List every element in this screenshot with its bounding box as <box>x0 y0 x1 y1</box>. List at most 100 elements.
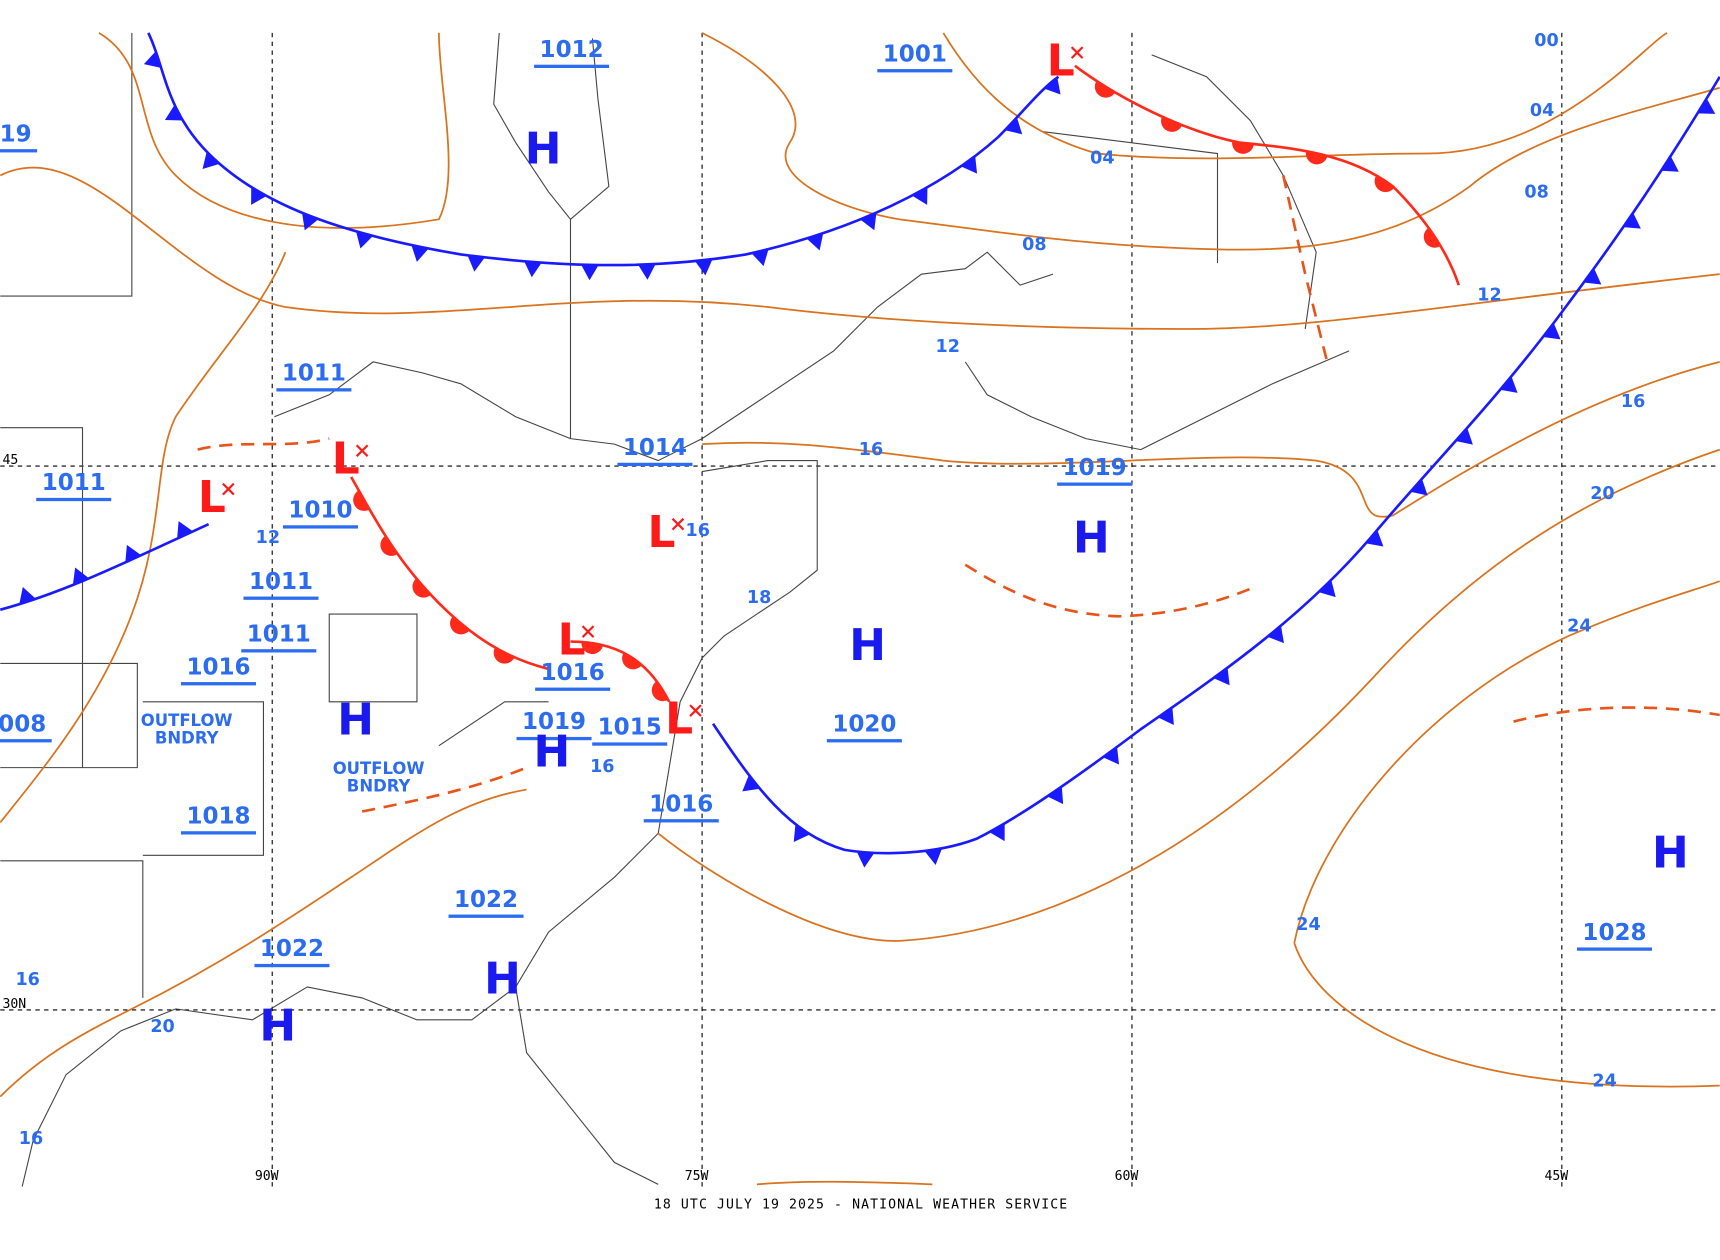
pressure-underline <box>241 649 317 653</box>
high-center: H <box>259 1001 296 1052</box>
front-triangle <box>1267 625 1284 644</box>
isobar-label: 24 <box>1592 1072 1616 1092</box>
pressure-underline <box>617 462 693 467</box>
front-triangle <box>125 544 142 563</box>
isobar-label: 12 <box>256 528 280 548</box>
pressure-value: 008 <box>0 711 46 737</box>
isobar-label: 18 <box>747 588 771 608</box>
low-center: L <box>198 472 226 523</box>
longitude-label: 45W <box>1544 1169 1568 1184</box>
front-semicircle <box>493 647 515 664</box>
lows: L L L L L L <box>198 36 1075 745</box>
pressure-underline <box>1057 482 1133 486</box>
pressure-value: 1019 <box>522 709 586 735</box>
pressure-value: 1018 <box>186 804 250 830</box>
isobar-label: 16 <box>19 1129 43 1149</box>
front-semicircle <box>450 616 470 635</box>
front-semicircle <box>1161 116 1183 132</box>
front-triangle <box>1043 77 1061 95</box>
pressure-underline <box>0 149 38 153</box>
pressure-underline <box>254 963 330 968</box>
high-center: H <box>484 954 521 1005</box>
pressure-underline <box>534 64 610 68</box>
front-triangle <box>856 851 875 868</box>
cold-front-barbs <box>143 51 1061 281</box>
front-triangle <box>1500 376 1518 393</box>
front-semicircle <box>1374 175 1395 193</box>
pressure-value: 1016 <box>186 654 250 680</box>
front-semicircle <box>651 680 669 702</box>
low-center: L <box>332 434 360 485</box>
front-triangle <box>411 245 429 262</box>
pressure-underline <box>243 596 319 600</box>
pressure-value: 1022 <box>260 936 324 962</box>
pressure-value: 1010 <box>288 498 352 524</box>
warm-front-bumps <box>581 641 669 702</box>
high-center: H <box>533 727 570 778</box>
boundary-label: BNDRY <box>347 777 412 796</box>
isobar-label: 04 <box>1090 148 1114 168</box>
front-triangle <box>924 848 942 865</box>
pressure-value: 1011 <box>42 470 106 496</box>
front-triangle <box>19 586 36 605</box>
front-triangle <box>72 567 90 586</box>
pressure-value: 1012 <box>540 37 604 63</box>
pressure-value: 1011 <box>247 622 311 648</box>
pressure-value: 1016 <box>649 791 713 817</box>
isobar-label: 00 <box>1534 31 1558 51</box>
front-triangle <box>164 105 183 121</box>
latitude-label: 45 <box>2 453 18 468</box>
isobar-label: 20 <box>150 1017 174 1037</box>
cold-front-barbs <box>19 521 194 605</box>
boundary-label: OUTFLOW <box>333 759 425 778</box>
isobar-label: 12 <box>1477 285 1501 305</box>
low-center: L <box>558 615 586 666</box>
troughs <box>197 175 1720 813</box>
boundary-label: OUTFLOW <box>141 711 233 730</box>
isobar-label: 16 <box>15 970 39 990</box>
isobar-label: 24 <box>1296 915 1320 935</box>
longitude-label: 60W <box>1115 1169 1139 1184</box>
pressure-underline <box>826 739 902 743</box>
pressure-underline <box>448 914 524 918</box>
low-x <box>581 625 595 638</box>
highs: H H H H H H H H <box>259 123 1688 1051</box>
front-triangle <box>1455 427 1473 445</box>
low-x <box>222 482 235 496</box>
front-triangle <box>1102 746 1120 765</box>
pressure-value: 1020 <box>832 711 896 737</box>
front-triangle <box>860 212 877 231</box>
pressure-values: 1012 1001 1011 1011 1010 1011 1011 1016 1014 1019… <box>0 37 1652 968</box>
low-x <box>671 517 685 531</box>
low-x <box>1070 46 1084 59</box>
front-triangle <box>302 212 319 231</box>
front-triangle <box>912 187 928 205</box>
pressure-value: 1016 <box>541 660 605 686</box>
low-center: L <box>648 507 676 558</box>
front-triangle <box>960 156 978 174</box>
longitude-label: 90W <box>255 1169 279 1184</box>
pressure-value: 1011 <box>249 569 313 595</box>
longitude-label: 75W <box>685 1169 709 1184</box>
front-triangle <box>1623 212 1641 229</box>
front-semicircle <box>1305 150 1328 165</box>
pressure-underline <box>36 497 112 502</box>
front-triangle <box>989 823 1005 842</box>
pressure-value: 19 <box>0 121 32 147</box>
high-center: H <box>1073 513 1110 564</box>
front-semicircle <box>412 578 431 598</box>
pressure-value: 1001 <box>883 41 947 67</box>
front-triangle <box>251 187 267 205</box>
pressure-underline <box>1576 947 1652 951</box>
pressure-value: 1014 <box>623 435 687 461</box>
pressure-value: 1015 <box>598 715 662 741</box>
pressure-underline <box>276 388 352 392</box>
front-triangle <box>1410 478 1428 496</box>
front-triangle <box>467 255 485 272</box>
front-triangle <box>356 231 373 249</box>
front-triangle <box>1213 667 1230 686</box>
pressure-underline <box>592 742 668 746</box>
front-triangle <box>581 264 599 281</box>
